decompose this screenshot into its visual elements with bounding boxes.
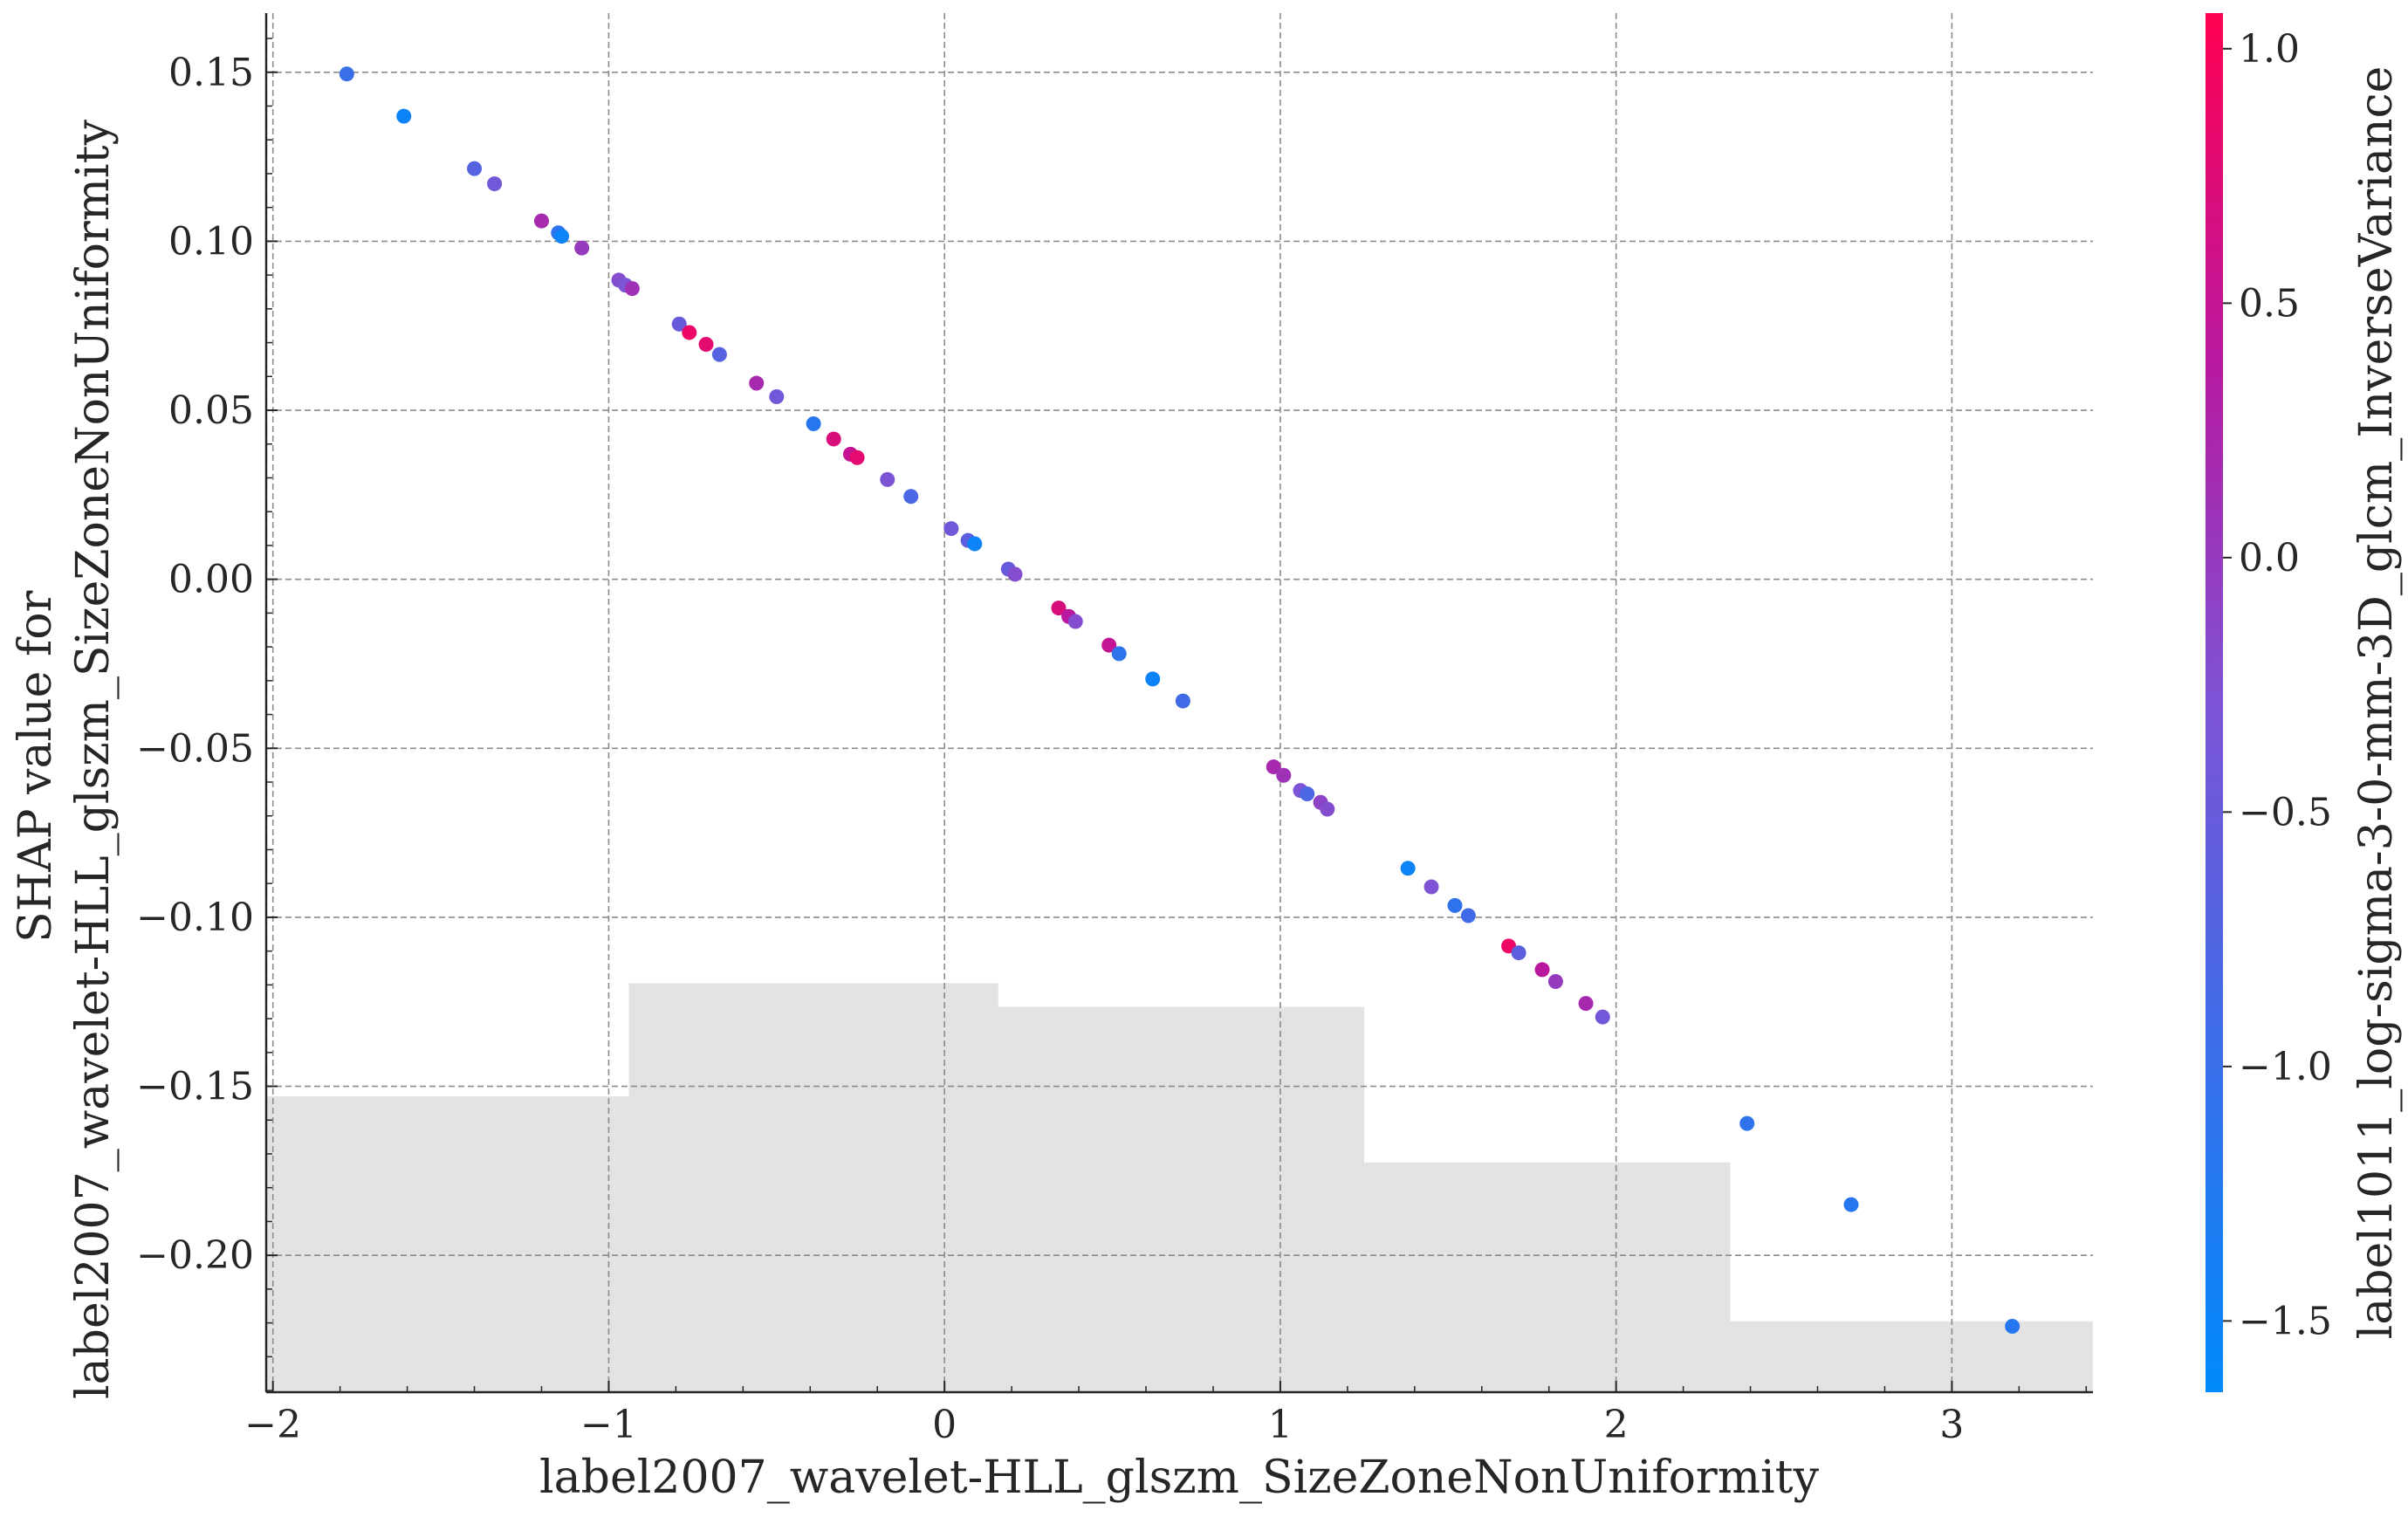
histogram-bar — [1364, 1162, 1731, 1392]
histogram-bar — [628, 983, 998, 1392]
colorbar-label: label1011_log-sigma-3-0-mm-3D_glcm_Inver… — [2350, 66, 2403, 1340]
data-point — [1739, 1116, 1755, 1131]
data-point — [339, 66, 354, 82]
data-point — [967, 536, 983, 552]
data-point — [467, 161, 483, 176]
data-point — [826, 431, 841, 447]
data-point — [1111, 646, 1127, 662]
data-point — [2005, 1318, 2020, 1334]
histogram-bar — [1730, 1321, 2093, 1392]
axes — [264, 13, 2093, 1394]
x-tick-label: 0 — [932, 1403, 957, 1447]
y-axis-label-line-1: SHAP value for — [10, 591, 62, 943]
x-tick-label: −2 — [244, 1403, 301, 1447]
data-point — [1534, 962, 1550, 978]
x-axis-label: label2007_wavelet-HLL_glszm_SizeZoneNonU… — [539, 1452, 1820, 1504]
data-point — [1007, 566, 1023, 582]
data-point — [624, 281, 640, 297]
x-tick-label: 1 — [1268, 1403, 1293, 1447]
histogram-bar — [998, 1006, 1365, 1392]
data-point — [711, 347, 727, 362]
x-tick-label: 2 — [1604, 1403, 1629, 1447]
data-point — [1320, 801, 1335, 817]
data-point — [1578, 996, 1594, 1012]
data-point — [1300, 786, 1315, 802]
data-point — [1547, 973, 1563, 989]
data-point — [849, 450, 865, 465]
y-axis-label-line-2: label2007_wavelet-HLL_glszm_SizeZoneNonU… — [67, 119, 120, 1399]
data-point — [1276, 767, 1292, 783]
data-point — [1101, 637, 1117, 653]
data-point — [698, 337, 714, 353]
data-point — [1400, 861, 1416, 876]
colorbar-tick-label: −1.5 — [2239, 1299, 2332, 1343]
colorbar-tick-label: −0.5 — [2239, 790, 2332, 834]
data-point — [396, 108, 412, 124]
histogram-bar — [266, 1096, 629, 1392]
y-tick-label: −0.15 — [136, 1065, 254, 1109]
x-tick-label: 3 — [1939, 1403, 1964, 1447]
histogram — [266, 983, 2093, 1392]
x-tick-label: −1 — [580, 1403, 637, 1447]
data-point — [1051, 601, 1067, 616]
y-tick-label: 0.05 — [168, 388, 254, 433]
data-point — [574, 240, 590, 256]
colorbar-tick-label: 0.5 — [2239, 281, 2300, 326]
data-point — [1067, 614, 1083, 629]
data-point — [533, 213, 549, 229]
colorbar-tick-label: 1.0 — [2239, 27, 2300, 72]
data-point — [487, 176, 503, 192]
data-point — [880, 471, 895, 487]
data-point — [1447, 897, 1463, 913]
data-point — [1511, 945, 1526, 961]
data-point — [1460, 908, 1476, 923]
y-ticks: 0.15 0.10 0.05 0.00 −0.05 −0.10 −0.15 −0.20 — [136, 38, 278, 1391]
y-tick-label: −0.20 — [136, 1233, 254, 1278]
colorbar-ticks: 1.0 0.5 0.0 −0.5 −1.0 −1.5 — [2223, 27, 2332, 1343]
y-axis-label: SHAP value for label2007_wavelet-HLL_gls… — [10, 119, 120, 1399]
data-point — [1266, 759, 1281, 775]
x-ticks: −2 −1 0 1 2 3 — [244, 1381, 2088, 1447]
data-point — [554, 229, 570, 244]
data-point — [1424, 879, 1439, 895]
colorbar-gradient — [2206, 13, 2223, 1392]
data-point — [671, 316, 687, 332]
data-point — [806, 416, 821, 432]
data-point — [943, 521, 959, 537]
data-point — [1145, 671, 1161, 687]
y-tick-label: 0.15 — [168, 51, 254, 95]
data-point — [682, 325, 697, 340]
data-point — [1175, 693, 1190, 709]
y-tick-label: −0.10 — [136, 896, 254, 940]
data-point — [1595, 1009, 1610, 1025]
y-tick-label: 0.00 — [168, 558, 254, 602]
colorbar-tick-label: 0.0 — [2239, 536, 2300, 580]
scatter-points — [339, 66, 2020, 1334]
grid-lines — [266, 13, 2093, 1392]
data-point — [769, 389, 785, 405]
data-point — [1843, 1197, 1859, 1212]
data-point — [903, 489, 919, 505]
y-tick-label: 0.10 — [168, 219, 254, 264]
colorbar: 1.0 0.5 0.0 −0.5 −1.0 −1.5 label1011_log-sigm… — [2206, 13, 2403, 1392]
data-point — [749, 375, 765, 391]
y-tick-label: −0.05 — [136, 726, 254, 771]
colorbar-tick-label: −1.0 — [2239, 1045, 2332, 1089]
